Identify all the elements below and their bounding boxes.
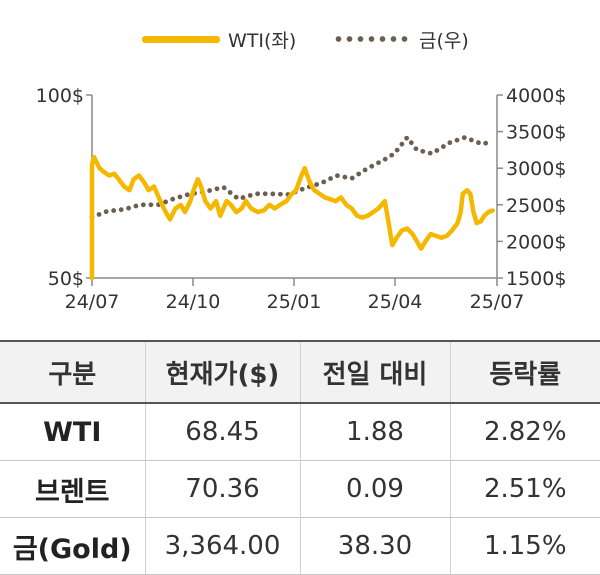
gold-point [476,140,481,146]
gold-point [227,190,233,195]
gold-point [103,209,109,215]
left-y-tick-label: 100$ [36,85,84,107]
gold-point [126,205,132,211]
gold-point [382,156,388,162]
gold-point [362,167,368,173]
x-tick-label: 24/10 [166,291,221,313]
table-header-row: 구분 현재가($) 전일 대비 등락률 [0,340,600,404]
gold-point [342,174,348,180]
gold-point [177,194,183,200]
gold-point [376,160,381,166]
right-y-tick-label: 1500$ [506,268,566,290]
wti-series-line [89,154,495,281]
gold-point [170,196,176,202]
gold-point [356,171,362,177]
gold-point [255,191,261,197]
gold-point [214,186,220,192]
gold-point [349,175,355,181]
gold-point [389,152,395,158]
cell-change-rate: 1.15% [449,517,600,575]
gold-point [233,194,239,200]
row-label: 금(Gold) [0,517,145,575]
table-row-brent: 브렌트 70.36 0.09 2.51% [0,460,600,518]
gold-point [394,147,400,153]
gold-point [240,195,246,200]
cell-change: 38.30 [299,517,450,575]
gold-point [461,135,467,141]
gold-point [148,202,154,208]
price-chart: 100$ 50$ 4000$ 3500$ 3000$ 2500$ 2000$ 1500$ 24/… [36,85,567,313]
table-row-wti: WTI 68.45 1.88 2.82% [0,403,600,461]
gold-point [140,202,146,208]
gold-point [133,203,139,209]
cell-current-price: 3,364.00 [144,517,300,575]
right-y-tick-label: 3000$ [506,158,566,180]
legend-item-gold: 금(우) [333,22,469,56]
gold-point [221,185,227,191]
gold-point [413,146,419,152]
gold-point [111,208,117,213]
gold-point [404,135,410,141]
gold-point [96,212,102,217]
x-tick-label: 24/07 [65,291,120,313]
chart-legend: WTI(좌) 금(우) [0,22,600,56]
header-change-rate: 등락률 [449,340,600,404]
x-tick-label: 25/01 [267,291,322,313]
gold-point [427,150,433,156]
right-y-tick-label: 3500$ [506,122,566,144]
header-current-price: 현재가($) [144,340,300,404]
gold-point [408,140,414,146]
gold-point [483,140,489,146]
gold-point [420,148,426,154]
x-tick-label: 25/04 [368,291,423,313]
gold-point [270,191,276,197]
right-y-tick-label: 4000$ [506,85,566,107]
gold-point [118,207,124,213]
legend-label-wti: WTI(좌) [228,29,297,52]
legend-item-wti: WTI(좌) [142,22,296,56]
cell-change-rate: 2.82% [449,403,600,461]
gold-point [440,144,446,149]
gold-point [163,199,168,205]
row-label: 브렌트 [0,460,145,518]
left-y-tick-label: 50$ [48,268,84,290]
gold-point [262,191,268,197]
cell-current-price: 70.36 [144,460,300,518]
legend-swatch-gold [333,35,411,43]
cell-change-rate: 2.51% [449,460,600,518]
gold-point [328,176,333,181]
x-tick-label: 25/07 [470,291,525,313]
gold-point [335,173,340,179]
gold-point [447,140,453,146]
line-chart-svg: 100$ 50$ 4000$ 3500$ 3000$ 2500$ 2000$ 1500$ 24/… [36,85,567,313]
gold-point [277,191,283,197]
gold-point [468,137,474,143]
gold-point [299,186,305,192]
gold-point [247,192,253,198]
gold-point [399,141,405,147]
legend-swatch-wti [142,35,220,43]
row-label: WTI [0,403,145,461]
header-category: 구분 [0,340,145,404]
legend-label-gold: 금(우) [419,29,469,52]
gold-point [314,182,320,187]
gold-point [321,179,327,185]
header-change: 전일 대비 [299,340,450,404]
cell-current-price: 68.45 [144,403,300,461]
gold-point [369,163,375,169]
gold-point [434,148,440,153]
right-y-tick-label: 2500$ [506,195,566,217]
cell-change: 0.09 [299,460,450,518]
right-y-tick-label: 2000$ [506,231,566,253]
gold-point [184,192,190,198]
gold-point [454,137,460,143]
table-row-gold: 금(Gold) 3,364.00 38.30 1.15% [0,517,600,575]
cell-change: 1.88 [299,403,450,461]
price-table: 구분 현재가($) 전일 대비 등락률 WTI 68.45 1.88 2.82%… [0,340,600,575]
gold-point [207,188,212,193]
